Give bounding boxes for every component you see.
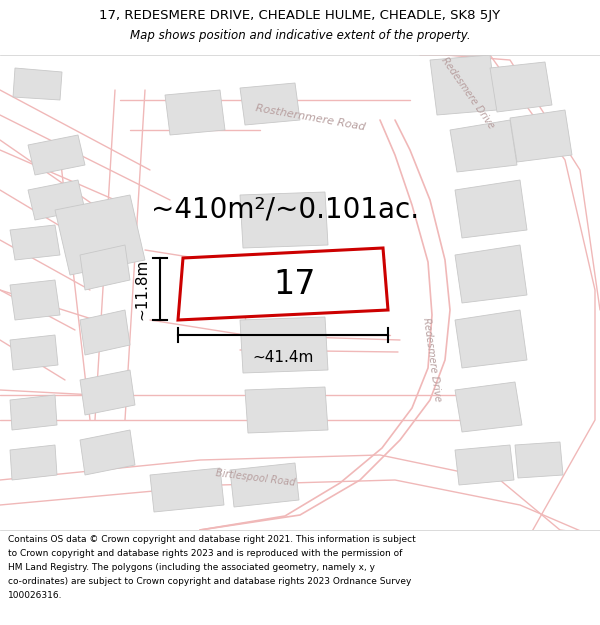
Text: 17, REDESMERE DRIVE, CHEADLE HULME, CHEADLE, SK8 5JY: 17, REDESMERE DRIVE, CHEADLE HULME, CHEA… bbox=[100, 9, 500, 22]
Polygon shape bbox=[28, 135, 85, 175]
Polygon shape bbox=[80, 245, 130, 290]
Text: Redesmere Drive: Redesmere Drive bbox=[440, 56, 496, 131]
Text: Birtlespool Road: Birtlespool Road bbox=[215, 468, 295, 488]
Polygon shape bbox=[455, 445, 514, 485]
Text: HM Land Registry. The polygons (including the associated geometry, namely x, y: HM Land Registry. The polygons (includin… bbox=[8, 563, 375, 572]
Polygon shape bbox=[80, 370, 135, 415]
Text: ~41.4m: ~41.4m bbox=[253, 349, 314, 364]
Polygon shape bbox=[510, 110, 572, 162]
Bar bbox=[0, 0, 600, 55]
Polygon shape bbox=[10, 280, 60, 320]
Polygon shape bbox=[178, 248, 388, 320]
Polygon shape bbox=[10, 395, 57, 430]
Polygon shape bbox=[230, 463, 299, 507]
Polygon shape bbox=[455, 245, 527, 303]
Polygon shape bbox=[10, 335, 58, 370]
Polygon shape bbox=[150, 468, 224, 512]
Polygon shape bbox=[490, 62, 552, 112]
Text: ~11.8m: ~11.8m bbox=[134, 258, 149, 319]
Text: ~410m²/~0.101ac.: ~410m²/~0.101ac. bbox=[151, 196, 419, 224]
Text: Map shows position and indicative extent of the property.: Map shows position and indicative extent… bbox=[130, 29, 470, 42]
Text: co-ordinates) are subject to Crown copyright and database rights 2023 Ordnance S: co-ordinates) are subject to Crown copyr… bbox=[8, 577, 412, 586]
Polygon shape bbox=[455, 310, 527, 368]
Text: 17: 17 bbox=[274, 269, 316, 301]
Polygon shape bbox=[55, 195, 145, 275]
Text: to Crown copyright and database rights 2023 and is reproduced with the permissio: to Crown copyright and database rights 2… bbox=[8, 549, 403, 558]
Polygon shape bbox=[240, 192, 328, 248]
Text: Redesmere Drive: Redesmere Drive bbox=[421, 318, 443, 402]
Polygon shape bbox=[430, 55, 497, 115]
Polygon shape bbox=[80, 310, 130, 355]
Polygon shape bbox=[165, 90, 225, 135]
Polygon shape bbox=[515, 442, 563, 478]
Text: Rosthernmere Road: Rosthernmere Road bbox=[254, 103, 366, 132]
Polygon shape bbox=[10, 225, 60, 260]
Polygon shape bbox=[455, 180, 527, 238]
Polygon shape bbox=[240, 317, 328, 373]
Polygon shape bbox=[455, 382, 522, 432]
Bar bbox=[0, 55, 600, 535]
Polygon shape bbox=[450, 120, 517, 172]
Text: Contains OS data © Crown copyright and database right 2021. This information is : Contains OS data © Crown copyright and d… bbox=[8, 535, 416, 544]
Polygon shape bbox=[13, 68, 62, 100]
Bar bbox=[0, 530, 600, 625]
Polygon shape bbox=[10, 445, 57, 480]
Polygon shape bbox=[28, 180, 85, 220]
Polygon shape bbox=[245, 387, 328, 433]
Polygon shape bbox=[80, 430, 135, 475]
Polygon shape bbox=[240, 83, 300, 125]
Text: 100026316.: 100026316. bbox=[8, 591, 62, 600]
